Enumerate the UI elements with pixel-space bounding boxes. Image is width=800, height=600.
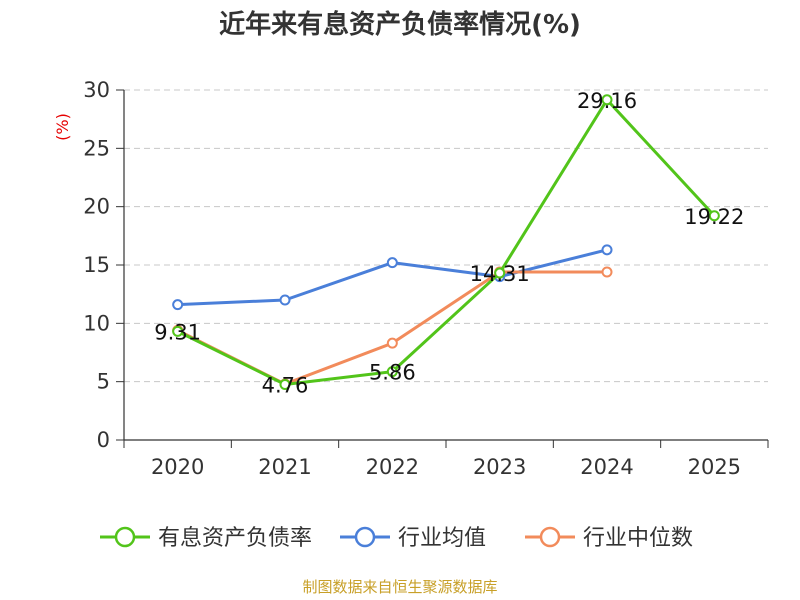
x-tick-label: 2025 — [688, 455, 741, 479]
data-point-1 — [279, 294, 291, 306]
series-line-0 — [177, 98, 716, 386]
y-tick-label: 20 — [83, 195, 110, 219]
data-label: 4.76 — [262, 373, 309, 397]
y-axis-unit: (%) — [53, 113, 72, 141]
legend-marker — [114, 526, 136, 548]
x-tick-label: 2023 — [473, 455, 526, 479]
data-labels: 9.31 4.76 5.86 14.31 29.16 19.22 — [154, 89, 744, 398]
data-point-2 — [601, 266, 613, 278]
data-label: 29.16 — [577, 89, 637, 113]
data-point-0 — [386, 366, 398, 378]
data-label: 19.22 — [684, 205, 744, 229]
x-tick-labels: 2020 2021 2022 2023 2024 2025 — [151, 455, 741, 479]
legend-label: 行业中位数 — [583, 526, 693, 551]
source-note: 制图数据来自恒生聚源数据库 — [302, 578, 497, 596]
data-label: 5.86 — [369, 361, 416, 385]
data-point-1 — [172, 299, 184, 311]
x-tick-label: 2020 — [151, 455, 204, 479]
legend-marker — [539, 526, 561, 548]
legend-marker — [354, 526, 376, 548]
x-tick-label: 2022 — [366, 455, 419, 479]
y-tick-label: 10 — [83, 311, 110, 335]
legend-label: 行业均值 — [398, 526, 486, 551]
data-point-0 — [708, 210, 720, 222]
legend: 有息资产负债率 行业均值 行业中位数 — [100, 526, 693, 551]
y-tick-labels: 0 5 10 15 20 25 30 — [83, 78, 110, 452]
y-tick-label: 15 — [83, 253, 110, 277]
y-tick-label: 25 — [83, 136, 110, 160]
y-tick-label: 0 — [97, 428, 110, 452]
data-point-0 — [494, 267, 506, 279]
axes — [116, 89, 769, 448]
data-point-0 — [601, 94, 613, 106]
y-tick-label: 5 — [97, 370, 110, 394]
data-label: 14.31 — [470, 262, 530, 286]
legend-label: 有息资产负债率 — [158, 526, 312, 551]
x-tick-label: 2021 — [258, 455, 311, 479]
chart-title: 近年来有息资产负债率情况(%) — [219, 9, 581, 40]
data-label: 9.31 — [154, 320, 201, 344]
data-point-0 — [172, 325, 184, 337]
data-point-2 — [386, 337, 398, 349]
series-group — [172, 94, 720, 390]
data-point-1 — [386, 257, 398, 269]
y-tick-label: 30 — [83, 78, 110, 102]
x-tick-label: 2024 — [580, 455, 633, 479]
data-point-1 — [601, 244, 613, 256]
grid-lines — [124, 89, 768, 383]
data-point-0 — [279, 378, 291, 390]
